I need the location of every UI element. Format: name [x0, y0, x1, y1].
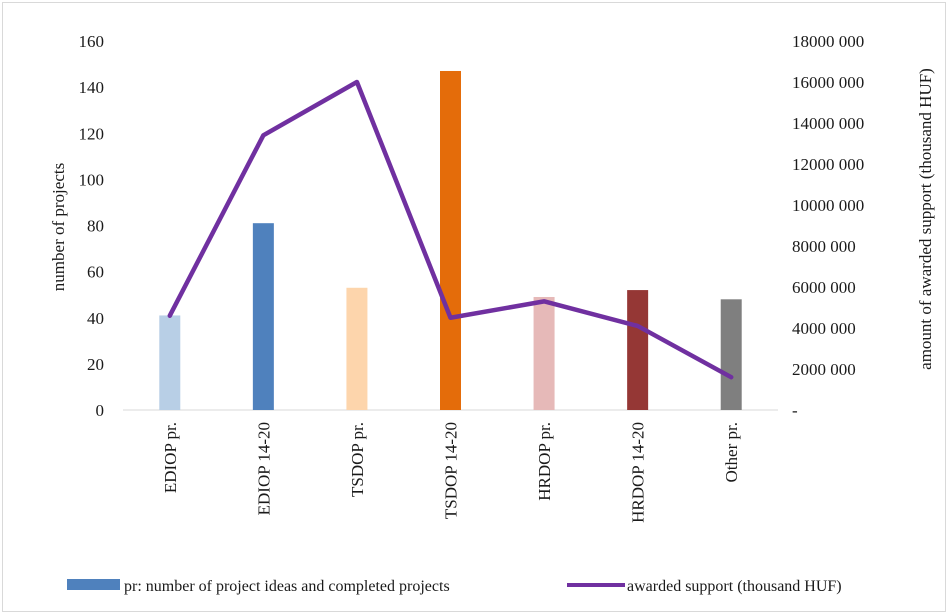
bar — [346, 287, 368, 410]
legend-bar-label: pr: number of project ideas and complete… — [124, 578, 450, 595]
bar-series — [159, 70, 742, 410]
y-right-tick: 16000 000 — [792, 73, 864, 92]
category-labels: EDIOP pr. EDIOP 14-20 TSDOP pr. TSDOP 14-20… — [161, 422, 741, 523]
category-label: TSDOP 14-20 — [442, 422, 461, 519]
legend: pr: number of project ideas and complete… — [67, 578, 842, 595]
category-label: EDIOP pr. — [161, 422, 180, 493]
category-label: TSDOP pr. — [348, 422, 367, 497]
y-right-tick: 4000 000 — [792, 319, 856, 338]
bar — [159, 315, 181, 410]
y-left-tick: 120 — [79, 124, 105, 143]
bar — [533, 296, 555, 410]
y-left-tick: 140 — [79, 78, 105, 97]
y-left-tick: 20 — [87, 355, 104, 374]
legend-line-label: awarded support (thousand HUF) — [627, 578, 842, 595]
category-label: EDIOP 14-20 — [254, 422, 273, 515]
y-right-tick: 18000 000 — [792, 32, 864, 51]
y-left-tick: 100 — [79, 170, 105, 189]
bar — [252, 223, 274, 410]
y-left-tick: 0 — [96, 401, 105, 420]
category-label: HRDOP pr. — [535, 422, 554, 501]
bar — [720, 299, 742, 410]
left-axis: 0 20 40 60 80 100 120 140 160 — [79, 32, 105, 420]
bar — [440, 70, 461, 410]
bar — [627, 290, 649, 410]
legend-bar-swatch — [67, 579, 120, 590]
y-right-tick: 2000 000 — [792, 360, 856, 379]
category-label: HRDOP 14-20 — [629, 422, 648, 523]
right-axis: - 2000 000 4000 000 6000 000 8000 000 10000 0… — [792, 32, 864, 420]
awarded-support-line — [167, 79, 734, 380]
y-left-tick: 40 — [87, 309, 104, 328]
y-right-tick: 14000 000 — [792, 114, 864, 133]
y-right-tick: 6000 000 — [792, 278, 856, 297]
y-left-axis-title: number of projects — [49, 163, 68, 291]
category-label: Other pr. — [722, 422, 741, 482]
y-right-tick: - — [792, 401, 798, 420]
y-right-tick: 10000 000 — [792, 196, 864, 215]
y-right-tick: 12000 000 — [792, 155, 864, 174]
y-right-axis-title: amount of awarded support (thousand HUF) — [916, 68, 935, 370]
y-left-tick: 80 — [87, 217, 104, 236]
y-left-tick: 160 — [79, 32, 105, 51]
y-left-tick: 60 — [87, 263, 104, 282]
y-right-tick: 8000 000 — [792, 237, 856, 256]
